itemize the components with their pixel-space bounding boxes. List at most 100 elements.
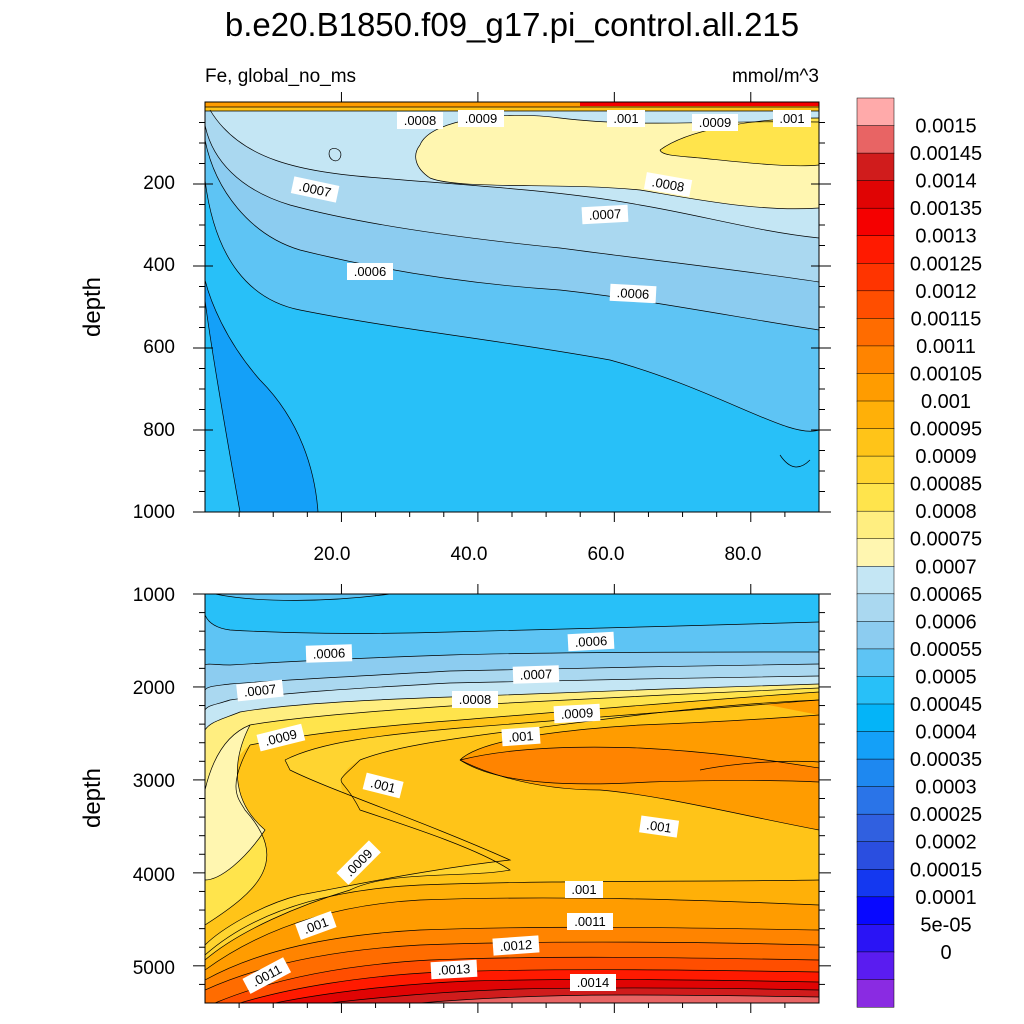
- lower-contour-label: .001: [639, 815, 680, 838]
- colorbar-level-label: 0.0008: [915, 501, 976, 523]
- colorbar-swatch: [856, 951, 895, 981]
- colorbar-swatch: [856, 510, 895, 540]
- colorbar-level-label: 0.00135: [910, 198, 982, 220]
- colorbar-level-label: 0.00145: [910, 143, 982, 165]
- colorbar-level-label: 0.00095: [910, 419, 982, 441]
- colorbar-level-label: 0.0003: [915, 777, 976, 799]
- colorbar-level-label: 0.00065: [910, 584, 982, 606]
- lower-y-axis: 1000 2000 3000 4000 5000: [133, 585, 175, 979]
- colorbar-level-label: 0.001: [921, 391, 971, 413]
- colorbar-swatches: [856, 97, 895, 1008]
- lower-contour-labels: .0006 .0006 .0007 .0007 .0008 .0009 .000…: [236, 631, 680, 994]
- lower-contour-label: .0012: [492, 935, 540, 956]
- colorbar-level-label: 0.0013: [915, 226, 976, 248]
- colorbar-level-label: 0.0007: [915, 556, 976, 578]
- colorbar-level-label: 0.0005: [915, 666, 976, 688]
- lower-panel: .0006 .0006 .0007 .0007 .0008 .0009 .000…: [79, 584, 831, 1013]
- upper-y-tick-label: 600: [143, 337, 175, 358]
- colorbar-level-label: 0.00115: [911, 308, 982, 330]
- upper-x-tick-label: 60.0: [588, 544, 625, 565]
- colorbar-swatch: [856, 621, 895, 650]
- colorbar-swatch: [856, 152, 895, 182]
- upper-contour-fills: [205, 102, 819, 512]
- colorbar-swatch: [856, 400, 895, 430]
- lower-contour-label: .0008: [452, 691, 498, 708]
- svg-text:.0012: .0012: [499, 937, 533, 954]
- lower-contour-label: .001: [501, 726, 541, 747]
- colorbar-level-label: 0.00055: [910, 639, 982, 661]
- colorbar-swatch: [856, 758, 895, 788]
- colorbar-level-label: 0.00075: [910, 529, 982, 551]
- colorbar-level-label: 0.0015: [915, 116, 976, 138]
- svg-text:.0009: .0009: [465, 111, 498, 126]
- colorbar-level-label: 0.00125: [910, 253, 982, 275]
- upper-contour-lines: [205, 106, 819, 512]
- lower-contour-label: .001: [362, 772, 404, 799]
- colorbar-swatch: [856, 703, 895, 733]
- upper-y-tick-label: 800: [143, 420, 175, 441]
- svg-text:.001: .001: [508, 728, 534, 745]
- colorbar-swatch: [856, 180, 895, 209]
- colorbar-swatch: [856, 676, 895, 705]
- svg-text:.0011: .0011: [574, 914, 606, 929]
- colorbar-swatch: [856, 483, 895, 512]
- colorbar-level-label: 0.0009: [915, 446, 976, 468]
- colorbar-level-label: 0.0006: [915, 611, 976, 633]
- upper-axis-ticks: [193, 92, 831, 522]
- colorbar-swatch: [856, 869, 895, 898]
- lower-contour-label: .0013: [430, 959, 478, 980]
- svg-text:.001: .001: [779, 111, 804, 126]
- svg-text:.0006: .0006: [616, 285, 649, 302]
- lower-contour-label: .0007: [236, 679, 284, 702]
- upper-x-axis: 20.0 40.0 60.0 80.0: [314, 544, 762, 565]
- upper-y-tick-label: 1000: [133, 502, 175, 523]
- svg-text:.0008: .0008: [459, 692, 492, 707]
- svg-text:.0008: .0008: [404, 113, 437, 128]
- fill-band-0008: [205, 725, 265, 880]
- colorbar-swatch: [856, 566, 895, 595]
- lower-contour-label: .0014: [570, 974, 616, 991]
- lower-y-tick-label: 4000: [133, 865, 175, 886]
- svg-text:.001: .001: [571, 882, 596, 897]
- upper-contour-label: .0009: [692, 114, 738, 131]
- colorbar-swatch: [856, 648, 895, 678]
- upper-contour-label: .0007: [581, 204, 629, 225]
- lower-y-tick-label: 5000: [133, 958, 175, 979]
- colorbar-level-label: 0.0014: [915, 171, 976, 193]
- colorbar-level-label: 0.00025: [910, 804, 982, 826]
- colorbar-level-label: 0.0004: [915, 722, 976, 744]
- chart-title: b.e20.B1850.f09_g17.pi_control.all.215: [225, 6, 799, 43]
- colorbar-level-label: 0.0011: [916, 336, 976, 358]
- lower-contour-label: .0011: [567, 913, 613, 930]
- upper-contour-label: .0006: [609, 283, 657, 304]
- lower-contour-label: .0009: [553, 703, 601, 724]
- colorbar-swatch: [856, 924, 895, 953]
- colorbar-swatch: [856, 979, 895, 1008]
- fill-band-00135: [580, 102, 819, 106]
- lower-contour-lines: [205, 594, 819, 1003]
- svg-text:.0006: .0006: [574, 633, 607, 650]
- colorbar-swatch: [856, 263, 895, 292]
- upper-contour-label: .0007: [290, 176, 340, 203]
- lower-contour-label: .0009: [256, 723, 306, 752]
- colorbar-swatch: [856, 896, 895, 925]
- colorbar-swatch: [856, 731, 895, 760]
- svg-text:.0007: .0007: [519, 666, 552, 682]
- upper-y-tick-label: 400: [143, 255, 175, 276]
- colorbar-level-label: 0.00085: [910, 474, 982, 496]
- fill-band-0006-top: [215, 594, 390, 601]
- upper-contour-label: .001: [607, 110, 645, 127]
- fill-band-00085: [660, 118, 819, 166]
- colorbar-swatch: [856, 207, 895, 237]
- upper-contour-label: .0008: [643, 172, 693, 197]
- colorbar-swatch: [856, 786, 895, 815]
- svg-text:.001: .001: [613, 111, 638, 126]
- colorbar-level-label: 0: [940, 942, 951, 964]
- fill-band-0005: [205, 280, 318, 512]
- upper-y-axis: 200 400 600 800 1000: [133, 173, 175, 523]
- svg-text:.0007: .0007: [588, 206, 621, 223]
- colorbar-level-label: 0.00015: [910, 859, 982, 881]
- colorbar-swatch: [856, 373, 895, 402]
- colorbar-level-label: 5e-05: [920, 914, 971, 936]
